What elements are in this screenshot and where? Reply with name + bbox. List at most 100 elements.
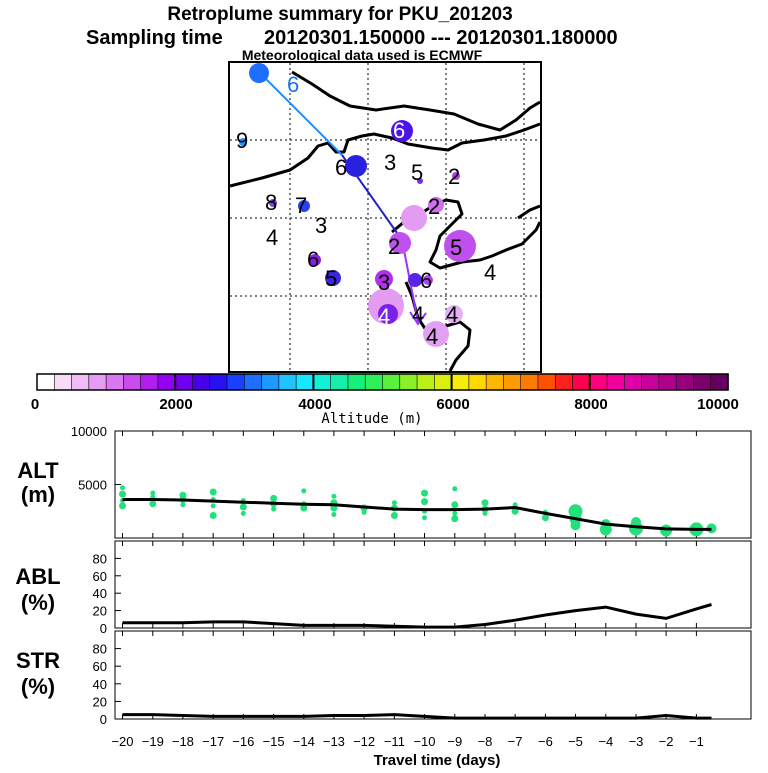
alt-cluster-point bbox=[150, 490, 156, 496]
colorbar-cell bbox=[416, 373, 436, 391]
map-label: 4 bbox=[426, 324, 438, 349]
map-label: 4 bbox=[378, 304, 390, 329]
colorbar-major-ticks bbox=[174, 374, 591, 390]
map-label: 9 bbox=[236, 128, 248, 153]
alt-cluster-point bbox=[149, 500, 157, 508]
sampling-label: Sampling time bbox=[86, 27, 223, 49]
x-tick-label: −3 bbox=[629, 734, 644, 749]
colorbar-tick-label: 4000 bbox=[298, 396, 331, 413]
abl-y-tick-label: 60 bbox=[93, 569, 107, 584]
x-tick-label: −2 bbox=[659, 734, 674, 749]
str-y-tick-label: 60 bbox=[93, 659, 107, 674]
str-panel-frame bbox=[114, 630, 752, 720]
cluster-circle bbox=[391, 120, 413, 142]
cluster-circle bbox=[345, 155, 367, 177]
map-label: 3 bbox=[378, 270, 390, 295]
colorbar-tick-label: 6000 bbox=[436, 396, 469, 413]
cluster-circle bbox=[428, 197, 444, 213]
alt-cluster-point bbox=[541, 514, 549, 522]
cluster-circle bbox=[239, 138, 247, 146]
colorbar-tick-label: 8000 bbox=[574, 396, 607, 413]
str-y-tick-label: 80 bbox=[93, 642, 107, 657]
cluster-circle bbox=[445, 305, 463, 323]
abl-y-tick-label: 20 bbox=[93, 604, 107, 619]
alt-cluster-point bbox=[239, 503, 247, 511]
timeseries-panels: ALT (m) ABL (%) STR (%) 10000 5000 80 60 40 2… bbox=[15, 424, 752, 769]
colorbar-title: Altitude (m) bbox=[321, 411, 422, 427]
cluster-circle bbox=[452, 172, 460, 180]
alt-cluster-point bbox=[452, 510, 458, 516]
alt-cluster-point bbox=[119, 490, 126, 498]
map-label: 2 bbox=[428, 194, 440, 219]
cluster-circle bbox=[325, 270, 341, 286]
colorbar-cell bbox=[382, 373, 401, 391]
map-label: 4 bbox=[446, 302, 458, 327]
str-y-tick-label: 0 bbox=[100, 712, 107, 727]
cluster-circle bbox=[417, 178, 423, 184]
str-y-tick-label: 20 bbox=[93, 694, 107, 709]
alt-y-tick-label: 5000 bbox=[78, 478, 107, 493]
cluster-circle bbox=[408, 273, 422, 287]
colorbar-tick-label: 0 bbox=[31, 396, 39, 413]
alt-cluster-point bbox=[209, 488, 217, 496]
x-tick-label: −7 bbox=[508, 734, 523, 749]
alt-cluster-point bbox=[391, 500, 397, 506]
x-tick-label: −15 bbox=[263, 734, 285, 749]
colorbar-cell bbox=[589, 373, 608, 391]
x-tick-label: −6 bbox=[538, 734, 553, 749]
alt-cluster-point bbox=[451, 515, 459, 523]
x-tick-label: −10 bbox=[413, 734, 435, 749]
cluster-circle bbox=[389, 232, 411, 254]
map-label: 5 bbox=[450, 235, 462, 260]
colorbar-cell bbox=[658, 373, 677, 391]
colorbar-cell bbox=[330, 373, 349, 391]
alt-panel-units: (m) bbox=[21, 482, 55, 507]
str-y-tick-label: 40 bbox=[93, 677, 107, 692]
map-label: 5 bbox=[411, 160, 423, 185]
colorbar-cell bbox=[53, 373, 73, 391]
cluster-circle bbox=[298, 200, 310, 212]
colorbar-cell bbox=[244, 373, 263, 391]
colorbar-cell bbox=[209, 373, 228, 391]
x-tick-label: −14 bbox=[293, 734, 315, 749]
alt-cluster-point bbox=[209, 512, 217, 519]
abl-y-tick-label: 40 bbox=[93, 586, 107, 601]
alt-cluster-point bbox=[421, 498, 428, 506]
alt-y-tick-label: 10000 bbox=[71, 424, 107, 439]
alt-cluster-point bbox=[451, 501, 459, 509]
map-label: 7 bbox=[295, 193, 307, 218]
colorbar-cell bbox=[675, 373, 695, 391]
colorbar-cell bbox=[347, 373, 366, 391]
str-panel-units: (%) bbox=[21, 674, 55, 699]
cluster-circle bbox=[269, 199, 277, 207]
alt-panel-title: ALT bbox=[17, 458, 59, 483]
x-tick-label: −13 bbox=[323, 734, 345, 749]
map-label: 4 bbox=[484, 260, 496, 285]
track-segment-early bbox=[258, 71, 343, 156]
colorbar-cell bbox=[399, 373, 418, 391]
str-panel-title: STR bbox=[16, 648, 60, 673]
alt-cluster-point bbox=[390, 512, 398, 519]
colorbar-cell bbox=[537, 373, 556, 391]
colorbar-cell bbox=[485, 373, 505, 391]
figure-title: Retroplume summary for PKU_201203 bbox=[167, 4, 512, 25]
str-line bbox=[122, 713, 712, 720]
colorbar-cell bbox=[434, 373, 453, 391]
colorbar-cell bbox=[295, 373, 315, 391]
colorbar-cell bbox=[71, 373, 90, 391]
alt-cluster-point bbox=[452, 486, 458, 492]
alt-cluster-point bbox=[120, 485, 125, 491]
colorbar-cell bbox=[140, 373, 159, 391]
alt-cluster-point bbox=[180, 502, 186, 508]
x-tick-label: −17 bbox=[202, 734, 224, 749]
colorbar-cell bbox=[88, 373, 107, 391]
alt-panel-frame bbox=[114, 430, 752, 539]
map-label: 4 bbox=[266, 225, 278, 250]
colorbar-cell bbox=[451, 373, 470, 391]
map-label: 2 bbox=[448, 164, 460, 189]
abl-panel-title: ABL bbox=[15, 564, 60, 589]
alt-cluster-point bbox=[301, 488, 307, 494]
map-panel: 6 9 6 6 3 5 2 8 7 3 4 6 5 2 2 5 4 3 6 4 … bbox=[228, 61, 542, 373]
x-tick-label: −5 bbox=[568, 734, 583, 749]
